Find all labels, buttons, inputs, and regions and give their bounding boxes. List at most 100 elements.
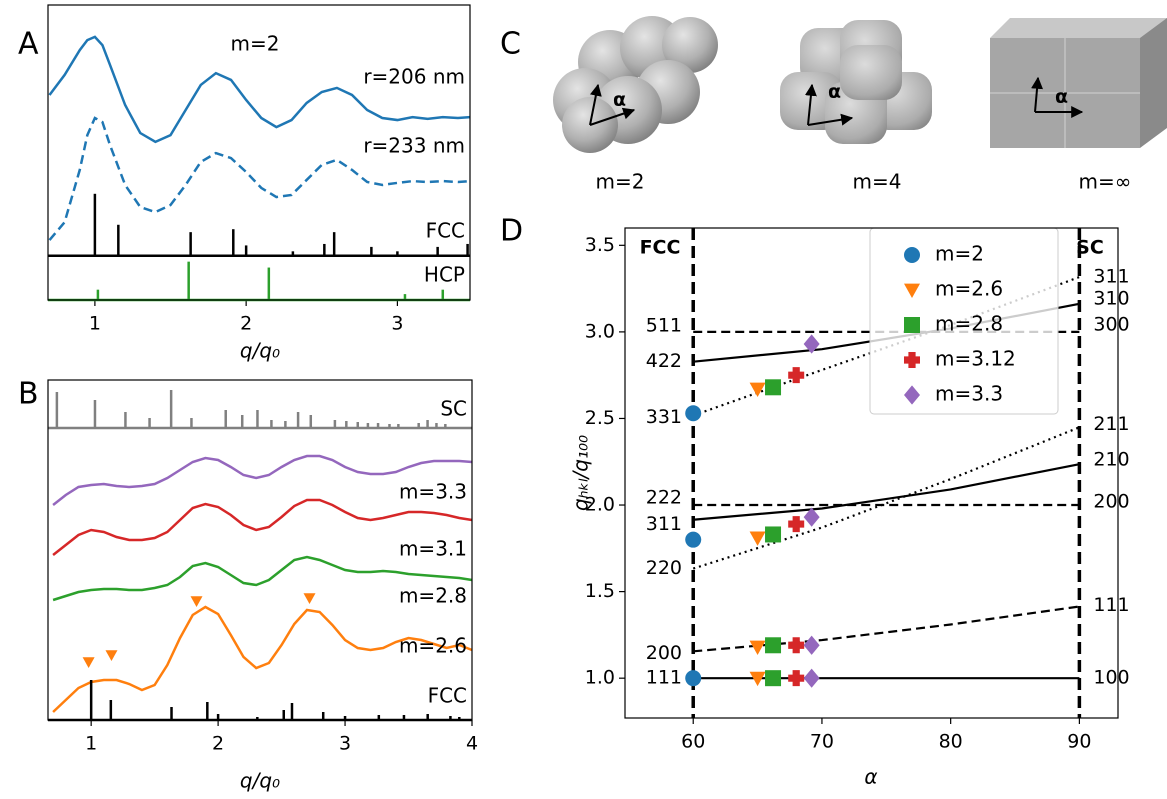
x-tick-label: 80	[939, 731, 963, 753]
hkl-label: 200	[646, 642, 682, 664]
marker	[904, 352, 921, 368]
panel-title: m=2	[231, 32, 280, 56]
curve-label: HCP	[424, 263, 465, 287]
hkl-label: 210	[1093, 449, 1129, 471]
curve-label: SC	[440, 397, 467, 421]
marker	[904, 385, 920, 405]
curve-label: m=2.8	[399, 584, 467, 608]
legend-label: m=3.12	[935, 347, 1016, 371]
legend-label: m=2	[935, 242, 984, 266]
hkl-label: 111	[1093, 594, 1129, 616]
panel-letter: A	[18, 27, 39, 62]
sphere-cluster: α	[553, 16, 718, 153]
x-tick-label: 3	[339, 733, 351, 755]
panel: B 1 2 3 4 q/q₀ SC m=3.3 m=3.1 m=2.8 m=2.6 FCC	[18, 377, 478, 793]
axes-frame	[47, 4, 471, 301]
curve-label: m=3.1	[399, 537, 467, 561]
marker	[82, 657, 95, 668]
panel-letter: C	[500, 27, 521, 62]
marker	[803, 507, 820, 527]
phase-label: FCC	[640, 237, 681, 259]
marker	[765, 526, 782, 543]
y-tick-label: 2.0	[585, 494, 615, 516]
curve	[52, 454, 473, 506]
curve	[52, 498, 473, 556]
hkl-label: 111	[646, 667, 682, 689]
hkl-label: 422	[646, 350, 682, 372]
x-tick-label: 2	[212, 733, 224, 755]
hkl-label: 311	[1093, 266, 1129, 288]
rounded-cube-cluster: α	[780, 20, 932, 144]
marker	[803, 668, 820, 688]
panel-letter: B	[18, 377, 39, 412]
guide-line	[693, 463, 1080, 521]
hkl-label: 100	[1093, 667, 1129, 689]
x-axis-label: α	[864, 765, 877, 789]
curve	[48, 116, 471, 241]
marker	[803, 334, 820, 354]
curve-label: m=2.6	[399, 634, 467, 658]
marker	[904, 317, 920, 333]
x-tick-label: 1	[89, 313, 101, 335]
curve	[52, 555, 473, 602]
shape-caption: m=∞	[1079, 170, 1132, 194]
hkl-label: 511	[646, 314, 682, 336]
x-tick-label: 3	[391, 313, 403, 335]
legend-label: m=2.8	[935, 312, 1003, 336]
legend-label: m=2.6	[935, 277, 1003, 301]
panel-c: C α α	[500, 16, 1167, 194]
marker	[190, 596, 203, 607]
curve-label: r=233 nm	[363, 134, 465, 158]
marker	[685, 405, 702, 422]
hkl-label: 300	[1093, 313, 1129, 335]
legend-label: m=3.3	[935, 382, 1003, 406]
x-axis-label: q/q₀	[240, 769, 280, 793]
hkl-label: 331	[646, 406, 682, 428]
marker	[303, 593, 316, 604]
axes-frame	[47, 379, 473, 721]
marker	[765, 637, 782, 654]
shape-caption: m=4	[853, 170, 902, 194]
guide-line	[693, 605, 1080, 653]
hkl-label: 220	[646, 557, 682, 579]
curve-label: FCC	[428, 684, 467, 708]
y-tick-label: 1.0	[585, 667, 615, 689]
curve-label: r=206 nm	[363, 65, 465, 89]
marker	[765, 379, 782, 396]
marker	[105, 650, 118, 661]
marker	[749, 382, 766, 398]
x-axis-label: q/q₀	[240, 339, 280, 363]
marker	[788, 637, 805, 654]
cube: α	[990, 18, 1167, 148]
x-tick-label: 90	[1067, 731, 1091, 753]
phase-label: SC	[1076, 237, 1104, 259]
marker	[788, 670, 805, 687]
marker	[685, 670, 702, 687]
curve-label: FCC	[426, 219, 465, 243]
x-tick-label: 70	[810, 731, 834, 753]
marker	[803, 635, 820, 655]
marker	[749, 531, 766, 546]
curve	[48, 35, 471, 144]
marker	[788, 516, 805, 533]
marker	[685, 531, 702, 548]
x-tick-label: 2	[240, 313, 252, 335]
panel-letter: D	[500, 214, 523, 249]
y-tick-label: 1.5	[585, 580, 615, 602]
hkl-label: 311	[646, 513, 682, 535]
marker	[788, 367, 805, 384]
hkl-label: 211	[1093, 413, 1129, 435]
hkl-label: 310	[1093, 287, 1129, 309]
marker	[749, 640, 766, 656]
y-axis-label: qₕₖₗ/q₁₀₀	[569, 435, 593, 511]
x-tick-label: 60	[681, 731, 705, 753]
x-tick-label: 4	[466, 733, 478, 755]
marker	[904, 247, 920, 263]
hkl-label: 200	[1093, 491, 1129, 513]
angle-label: α	[1055, 86, 1068, 108]
curve-label: m=3.3	[399, 480, 467, 504]
y-tick-label: 3.5	[585, 234, 615, 256]
panel: D 60 70 80 90 1.0 1.5 2.0 2.5 3.0 3.5 α qₕₖₗ/q₁₀₀ 111…	[500, 214, 1130, 789]
